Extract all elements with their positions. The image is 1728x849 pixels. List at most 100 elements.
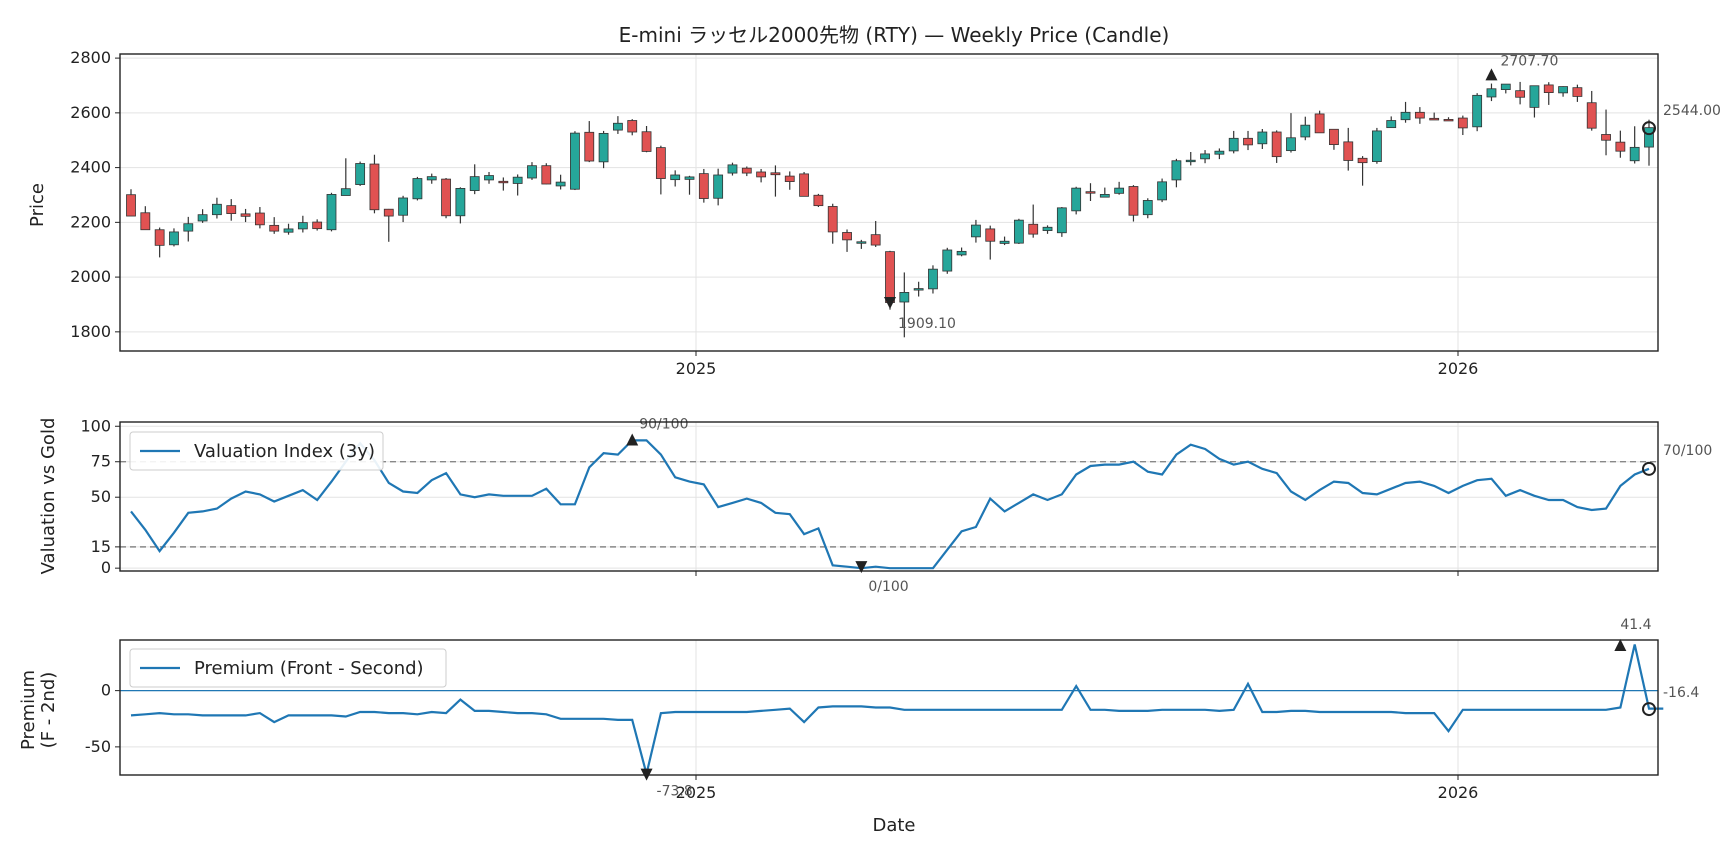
- y-tick-label: 2000: [70, 267, 111, 286]
- candle-down: [1543, 84, 1554, 93]
- panel-frame: [119, 639, 1659, 776]
- candle-up: [1157, 181, 1167, 201]
- candle-up: [512, 176, 523, 184]
- price-panel: 2025 2026 1800 2000 2200 2400 2600 2800 Price 270…: [27, 48, 1721, 378]
- x-tick-label: 2025: [676, 359, 717, 378]
- candle-up: [598, 132, 609, 163]
- legend-box: [129, 431, 384, 471]
- last-label: 70/100: [1663, 443, 1712, 459]
- candle-up: [1099, 194, 1110, 198]
- candle-up: [856, 241, 867, 244]
- x-tick-label: 2025: [676, 783, 717, 802]
- candle-up: [197, 214, 208, 222]
- candle-down: [541, 165, 552, 185]
- candle-down: [1128, 186, 1139, 216]
- candle-down: [584, 131, 595, 162]
- candle-up: [1300, 124, 1311, 138]
- legend-box: [129, 648, 447, 688]
- candle-down: [655, 147, 666, 179]
- candle-up: [1500, 83, 1511, 90]
- candle-up: [1228, 137, 1239, 152]
- candle-up: [1171, 160, 1182, 181]
- candle-down: [813, 194, 824, 207]
- candle-down: [842, 232, 852, 241]
- candle-down: [741, 167, 752, 174]
- max-marker: [626, 433, 639, 446]
- candle-down: [1457, 117, 1468, 129]
- y-tick-label: -50: [85, 737, 111, 756]
- candle-up: [1372, 130, 1382, 162]
- candle-up: [398, 197, 408, 216]
- candle-up: [1142, 200, 1153, 216]
- candle-down: [226, 205, 237, 214]
- max-marker: [1485, 68, 1498, 81]
- candle-up: [183, 223, 194, 232]
- candle-up: [1056, 207, 1067, 234]
- candle-up: [1042, 226, 1053, 231]
- premium-panel: 2025 2026 -50 0 Premium(F - 2nd) 41.4 -73.8 -16…: [18, 617, 1699, 802]
- y-tick-label: 1800: [70, 322, 111, 341]
- last-label: 2544.00: [1663, 103, 1721, 119]
- candle-down: [885, 251, 895, 303]
- candle-up: [956, 250, 967, 256]
- candle-down: [870, 234, 881, 246]
- candle-up: [1214, 150, 1225, 155]
- candle-down: [441, 178, 451, 217]
- y-tick-label: 2800: [70, 48, 111, 67]
- candle-up: [1013, 219, 1024, 244]
- candle-up: [355, 163, 366, 185]
- valuation-panel: 0 15 50 75 100 Valuation vs Gold 90/100 0/100 70…: [38, 416, 1712, 595]
- y-tick-label: 2200: [70, 212, 111, 231]
- candle-down: [770, 172, 781, 176]
- y-axis-label: Price: [27, 183, 48, 227]
- premium-line: [130, 644, 1664, 775]
- candle-down: [312, 221, 323, 230]
- x-axis-label: Date: [872, 815, 915, 836]
- candle-down: [1615, 141, 1626, 152]
- max-label: 2707.70: [1500, 53, 1558, 69]
- candle-down: [1429, 117, 1440, 121]
- candle-up: [326, 194, 337, 231]
- candle-up: [713, 174, 724, 199]
- candle-down: [756, 171, 767, 178]
- candle-down: [240, 213, 251, 217]
- candle-down: [498, 180, 509, 184]
- candle-down: [1271, 131, 1282, 158]
- min-marker: [884, 296, 896, 309]
- candle-up: [613, 122, 623, 131]
- candle-down: [827, 206, 838, 233]
- candle-up: [1185, 159, 1196, 163]
- last-marker: [1642, 121, 1656, 136]
- y-tick-label: 75: [91, 452, 111, 471]
- candle-up: [469, 176, 480, 191]
- candle-down: [140, 212, 151, 231]
- candle-up: [1286, 137, 1296, 152]
- candle-up: [1529, 85, 1540, 108]
- candle-up: [555, 181, 566, 187]
- candle-up: [1386, 120, 1397, 129]
- max-label: 41.4: [1620, 617, 1651, 633]
- candle-up: [1629, 146, 1640, 162]
- panel-frame: [119, 53, 1659, 352]
- legend-label: Valuation Index (3y): [194, 441, 375, 462]
- y-tick-label: 50: [91, 487, 111, 506]
- candle-up: [1400, 111, 1411, 121]
- candle-down: [784, 175, 795, 182]
- candle-up: [455, 188, 466, 217]
- candle-up: [971, 224, 981, 238]
- candle-up: [684, 176, 695, 180]
- candle-down: [985, 228, 996, 242]
- candle-down: [1314, 113, 1325, 134]
- candle-up: [1071, 187, 1082, 212]
- candle-up: [913, 288, 924, 291]
- max-label: 90/100: [639, 416, 688, 432]
- y-axis-label: Premium(F - 2nd): [18, 670, 59, 750]
- candle-up: [1558, 86, 1568, 94]
- max-marker: [1614, 639, 1627, 652]
- legend: Premium (Front - Second): [129, 648, 447, 688]
- candle-down: [1414, 111, 1425, 119]
- y-tick-label: 0: [101, 558, 111, 577]
- candle-down: [254, 212, 265, 226]
- candle-down: [369, 163, 380, 211]
